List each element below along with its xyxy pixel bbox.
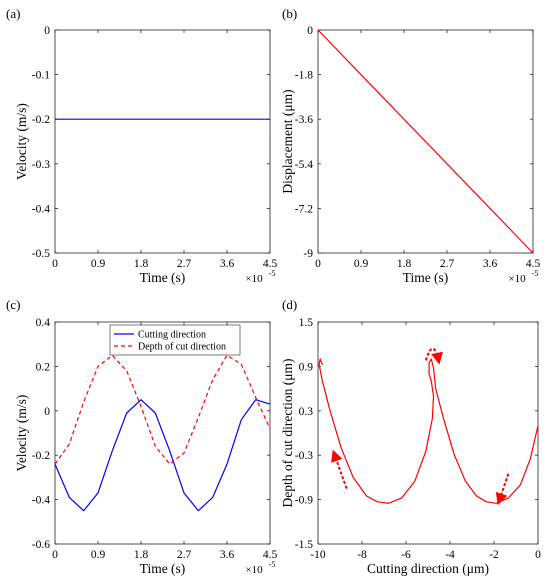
x-tick-label: 4.5	[526, 258, 541, 270]
axes-frame	[54, 321, 271, 545]
axes-frame	[54, 29, 271, 254]
y-tick-label: 0	[307, 25, 313, 37]
series-line-0	[317, 29, 534, 254]
y-tick-label: -0.2	[32, 450, 50, 462]
y-tick-label: -0.4	[32, 203, 50, 215]
y-tick-label: -1.8	[295, 70, 313, 82]
x-axis-title: Cutting direction (μm)	[367, 561, 489, 576]
y-tick-label: 1.5	[299, 317, 314, 329]
x-exponent-base: ×10	[508, 273, 526, 285]
y-axis-title: Depth of cut direction (μm)	[280, 359, 295, 508]
y-tick-label: -9	[303, 248, 313, 260]
y-tick-label: 0.3	[299, 406, 314, 418]
x-exponent-power: -5	[268, 268, 275, 278]
x-tick-label: 0	[315, 258, 321, 270]
x-tick-label: 1.8	[134, 549, 149, 561]
x-tick-label: 0	[535, 549, 541, 561]
x-tick-label: -6	[401, 549, 411, 561]
x-tick-label: -4	[445, 549, 455, 561]
y-axis-title: Velocity (m/s)	[14, 395, 29, 472]
y-tick-label: 0	[44, 25, 50, 37]
series-line-0	[54, 399, 271, 512]
y-axis-title: Displacement (μm)	[280, 89, 295, 193]
x-exponent-base: ×10	[245, 564, 263, 576]
y-tick-label: 0.2	[36, 361, 51, 373]
annotation-arrow-2	[424, 347, 443, 365]
y-tick-label: -3.6	[295, 114, 313, 126]
x-tick-label: 1.8	[397, 258, 412, 270]
panel-label: (d)	[282, 297, 297, 312]
x-tick-label: 4.5	[263, 549, 278, 561]
y-tick-label: -0.1	[32, 70, 50, 82]
x-axis-title: Time (s)	[140, 270, 186, 285]
panel-b: (b) 0 0.9 1.8 2.7 3.6 4.5 0 -1.8 -3.6 -5.4 -7.2 -9 Ti…	[280, 6, 540, 285]
x-tick-label: -10	[310, 549, 326, 561]
panel-label: (a)	[6, 6, 20, 21]
panel-c: (c) 0 0.9 1.8 2.7 3.6 4.5 0.4 0.2 0 -0.2 -0.4 -0.6 Ti…	[6, 297, 277, 576]
y-tick-label: -1.5	[295, 539, 313, 551]
y-tick-label: -0.2	[32, 114, 50, 126]
y-tick-label: -5.4	[295, 159, 313, 171]
x-tick-label: 4.5	[263, 258, 278, 270]
panel-label: (b)	[282, 6, 297, 21]
x-tick-label: 0.9	[91, 549, 106, 561]
series-line-0	[318, 358, 539, 504]
x-tick-label: 0	[52, 258, 58, 270]
x-tick-label: 2.7	[177, 549, 192, 561]
x-tick-label: 2.7	[440, 258, 455, 270]
x-exponent-power: -5	[531, 268, 538, 278]
x-axis-title: Time (s)	[403, 270, 449, 285]
x-tick-label: -2	[489, 549, 499, 561]
panel-d: (d) -10 -8 -6 -4 -2 0 1.5 0.9 0.3 -0.3 -0.9 -1.5 Cutt…	[280, 297, 541, 576]
x-exponent-power: -5	[268, 559, 275, 569]
y-tick-label: -0.6	[32, 539, 50, 551]
x-tick-label: 3.6	[220, 258, 235, 270]
annotation-arrow-0	[331, 449, 348, 489]
y-tick-label: 0.4	[36, 317, 51, 329]
y-tick-label: -0.3	[32, 159, 50, 171]
axes-frame	[317, 29, 534, 254]
y-tick-label: -7.2	[295, 203, 313, 215]
x-tick-label: 3.6	[483, 258, 498, 270]
y-tick-label: -0.3	[295, 450, 313, 462]
y-tick-label: -0.5	[32, 248, 50, 260]
x-tick-label: 0.9	[354, 258, 369, 270]
x-tick-label: -8	[357, 549, 367, 561]
y-tick-label: -0.9	[295, 495, 313, 507]
x-exponent-base: ×10	[245, 273, 263, 285]
panel-a: (a) 0 0.9 1.8 2.7 3.6 4.5 0 -0.1 -0.2 -0.3 -0.4 -0.5…	[6, 6, 277, 285]
x-tick-label: 2.7	[177, 258, 192, 270]
y-tick-label: 0	[44, 406, 50, 418]
y-tick-label: -0.4	[32, 495, 50, 507]
axes-frame	[317, 321, 539, 545]
legend-box	[109, 324, 241, 356]
x-tick-label: 3.6	[220, 549, 235, 561]
x-tick-label: 0	[52, 549, 58, 561]
x-axis-title: Time (s)	[140, 561, 186, 576]
legend-label: Cutting direction	[138, 330, 206, 341]
x-tick-label: 1.8	[134, 258, 149, 270]
y-axis-title: Velocity (m/s)	[14, 103, 29, 180]
y-tick-label: 0.9	[299, 361, 314, 373]
panel-label: (c)	[6, 297, 20, 312]
series-line-1	[54, 354, 271, 465]
annotation-arrow-1	[495, 473, 510, 506]
legend-label: Depth of cut direction	[138, 342, 226, 353]
x-tick-label: 0.9	[91, 258, 106, 270]
